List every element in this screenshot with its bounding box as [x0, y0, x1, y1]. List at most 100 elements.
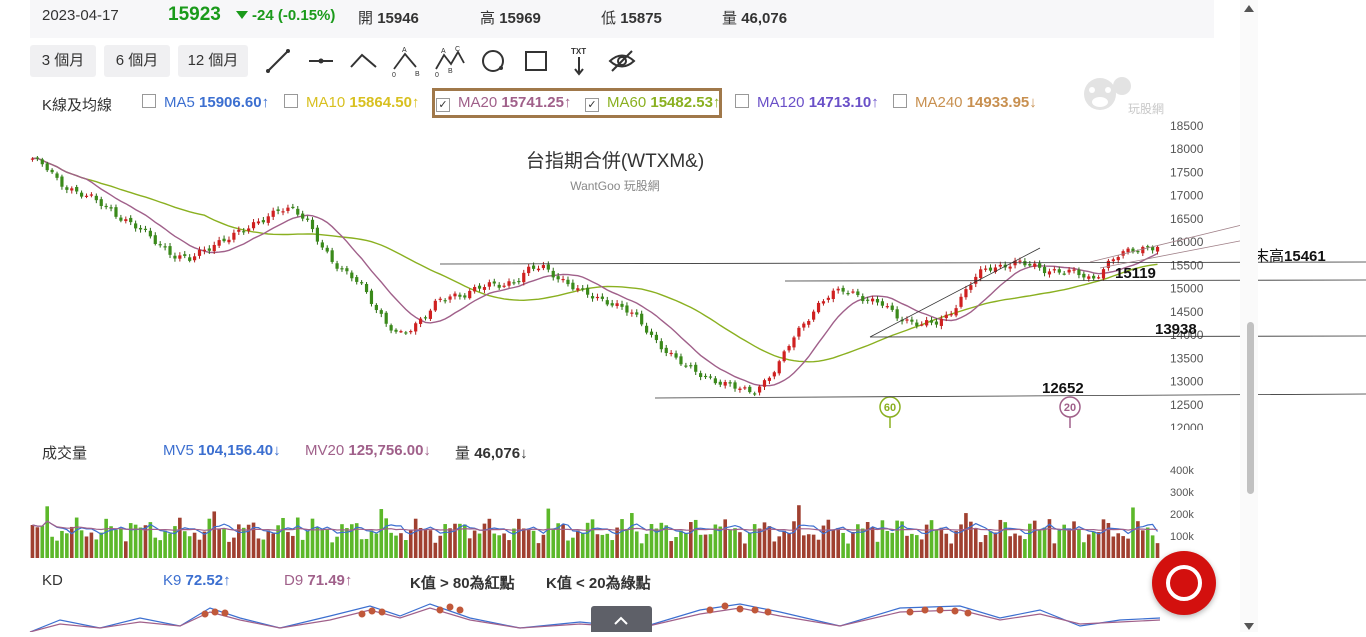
candle-body: [703, 375, 708, 378]
volume-bar: [89, 532, 94, 558]
candle-body: [124, 219, 128, 222]
scroll-up-arrow-icon[interactable]: [1243, 4, 1255, 14]
volume-bar: [315, 527, 320, 558]
candle-body: [404, 332, 408, 334]
volume-tick-label: 400k: [1170, 465, 1194, 477]
candle-body: [183, 254, 187, 256]
k9-value: 72.52↑: [185, 572, 231, 589]
candle-body: [772, 372, 776, 377]
ma-item-ma240[interactable]: MA240 14933.95↓: [893, 94, 1037, 111]
ma60-checkbox[interactable]: ✓: [585, 98, 599, 112]
level-15119: 15119: [1115, 265, 1156, 282]
volume-bar: [890, 532, 895, 558]
volume-bar: [733, 528, 737, 558]
candle-body: [541, 265, 546, 269]
mv5-legend: MV5 104,156.40↓: [163, 442, 281, 459]
candle-body: [969, 285, 973, 290]
range-3m-button[interactable]: 3 個月: [30, 45, 96, 77]
candle-body: [546, 264, 550, 270]
logo-text: 玩股網: [1128, 102, 1164, 116]
candle-body: [846, 292, 850, 295]
scroll-up-tab[interactable]: [591, 606, 652, 632]
circle-tool-icon[interactable]: [477, 45, 509, 77]
candle-body: [197, 249, 202, 256]
volume-bar: [463, 524, 467, 558]
volume-bar: [634, 531, 639, 558]
ma-item-ma5[interactable]: MA5 15906.60↑: [142, 94, 269, 111]
ma-item-ma10[interactable]: MA10 15864.50↑: [284, 94, 419, 111]
rectangle-tool-icon[interactable]: [520, 45, 552, 77]
svg-text:B: B: [448, 68, 453, 75]
abcd-pattern-icon[interactable]: A C 0 B: [434, 45, 466, 77]
candle-body: [418, 318, 423, 324]
candle-body: [944, 314, 948, 319]
candle-body: [900, 319, 904, 322]
volume-bar: [281, 517, 285, 558]
candle-body: [861, 296, 865, 302]
ma-item-ma20[interactable]: ✓ MA20 15741.25↑: [436, 94, 571, 112]
y-tick-label: 16000: [1170, 235, 1204, 249]
volume-bar: [900, 521, 904, 558]
range-12m-button[interactable]: 12 個月: [178, 45, 248, 77]
scrollbar-thumb[interactable]: [1247, 322, 1254, 494]
candle-body: [870, 298, 875, 302]
y-tick-label: 18000: [1170, 142, 1204, 156]
candle-body: [458, 294, 462, 297]
open-quote: 開 15946: [358, 7, 419, 28]
volume-bar: [202, 531, 207, 558]
volume-bar: [1121, 536, 1125, 558]
volume-bar: [978, 542, 983, 558]
range-6m-button[interactable]: 6 個月: [104, 45, 170, 77]
volume-bar: [1042, 527, 1047, 558]
ma5-name: MA5: [164, 94, 195, 111]
volume-bar: [241, 527, 246, 558]
candle-body: [600, 296, 604, 299]
candle-body: [315, 227, 320, 242]
volume-bar: [207, 518, 212, 558]
ma10-checkbox[interactable]: [284, 94, 298, 108]
y-tick-label: 13500: [1170, 351, 1204, 365]
ma120-checkbox[interactable]: [735, 94, 749, 108]
ma20-value: 15741.25↑: [501, 94, 572, 111]
abc-pattern-icon[interactable]: A 0 B: [391, 45, 423, 77]
volume-bar: [158, 540, 162, 558]
ma240-checkbox[interactable]: [893, 94, 907, 108]
chat-button[interactable]: [1152, 551, 1216, 615]
text-tool-icon[interactable]: TXT: [563, 45, 595, 77]
candle-body: [60, 176, 64, 187]
candle-body: [45, 163, 49, 171]
volume-bar: [182, 531, 187, 558]
volume-bar: [40, 525, 45, 558]
d9-value: 71.49↑: [307, 572, 353, 589]
ma-item-ma120[interactable]: MA120 14713.10↑: [735, 94, 879, 111]
hide-icon[interactable]: [606, 45, 638, 77]
volume-bar: [45, 506, 49, 558]
ma5-checkbox[interactable]: [142, 94, 156, 108]
candle-body: [256, 221, 261, 224]
scroll-down-arrow-icon[interactable]: [1243, 621, 1255, 631]
volume-bar: [497, 535, 501, 558]
volume-bar: [684, 533, 688, 558]
volume-bar: [792, 521, 796, 558]
volume-bar: [747, 532, 752, 558]
candle-body: [1052, 269, 1056, 271]
open-value: 15946: [377, 10, 419, 27]
angle-tool-icon[interactable]: [348, 45, 380, 77]
page-scrollbar[interactable]: [1240, 0, 1258, 632]
candle-body: [134, 223, 138, 229]
candle-body: [679, 356, 683, 365]
volume-bar: [178, 517, 182, 558]
candle-body: [138, 227, 143, 230]
ma-item-ma60[interactable]: ✓ MA60 15482.53↑: [585, 94, 720, 112]
candle-body: [595, 296, 600, 299]
volume-bar: [708, 534, 713, 558]
ma120-value: 14713.10↑: [808, 94, 879, 111]
volume-bar: [620, 519, 624, 558]
volume-bar: [973, 527, 978, 558]
candle-body: [880, 301, 885, 306]
ma20-checkbox[interactable]: ✓: [436, 98, 450, 112]
line-tool-icon[interactable]: [262, 45, 294, 77]
horizontal-line-icon[interactable]: [305, 45, 337, 77]
volume-bar: [1052, 543, 1057, 558]
volume-chart[interactable]: 400k 300k 200k 100k: [0, 462, 1240, 560]
